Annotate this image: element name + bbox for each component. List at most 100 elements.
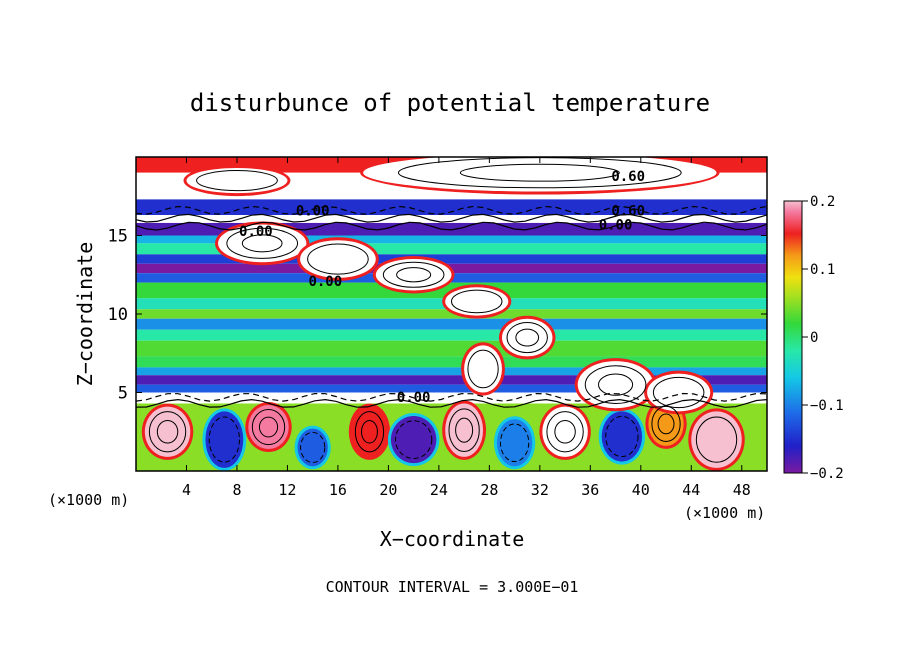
contour-label: 0.60	[611, 203, 645, 219]
contour-line	[136, 205, 767, 215]
field-cell	[647, 373, 711, 412]
contour-line	[554, 419, 576, 444]
contour-line	[451, 289, 503, 314]
contour-line	[208, 416, 240, 463]
x-tick-label: 28	[480, 481, 498, 499]
contour-line	[396, 267, 432, 283]
contour-line	[598, 373, 634, 396]
contour-label: 0.60	[611, 169, 645, 185]
field-cell	[390, 416, 437, 464]
contour-line	[651, 405, 681, 442]
colorbar-tick-label: 0	[810, 330, 818, 346]
field-band	[136, 199, 767, 216]
field-cell	[445, 403, 484, 457]
contour-line	[546, 411, 584, 453]
contour-line	[382, 261, 445, 288]
colorbar	[783, 200, 803, 474]
contour-line	[226, 227, 299, 259]
contour-line	[467, 349, 499, 389]
contour-line	[657, 413, 675, 435]
field-cell	[375, 259, 452, 291]
x-tick-label: 44	[682, 481, 700, 499]
x-tick-label: 16	[329, 481, 347, 499]
colorbar-ticks: 0.2 0.1 0 −0.1 −0.2	[802, 194, 844, 482]
contour-line	[584, 365, 647, 404]
x-tick-label: 20	[379, 481, 397, 499]
x-axis-label: X−coordinate	[380, 527, 525, 551]
field-band	[136, 243, 767, 255]
x-unit-left: (×1000 m)	[48, 491, 129, 509]
contour-label: 0.00	[239, 224, 273, 240]
contour-line	[136, 392, 767, 402]
field-band	[136, 384, 767, 393]
x-tick-label: 36	[581, 481, 599, 499]
contour-line	[241, 234, 283, 253]
x-tick-label: 8	[232, 481, 241, 499]
contour-line	[251, 408, 286, 446]
y-axis-label: Z−coordinate	[73, 242, 97, 387]
contour-line	[136, 221, 767, 231]
x-tick-label: 48	[733, 481, 751, 499]
contour-line	[148, 411, 187, 453]
field-band	[136, 392, 767, 404]
x-tick-label: 32	[531, 481, 549, 499]
contour-line	[361, 419, 378, 444]
plot-area	[136, 157, 767, 471]
x-tick-label: 24	[430, 481, 448, 499]
contour-line	[136, 213, 767, 223]
x-unit-right: (×1000 m)	[684, 504, 765, 522]
contour-lines	[136, 157, 767, 464]
contour-line	[196, 170, 278, 192]
y-tick-label: 5	[118, 384, 128, 404]
contour-line	[695, 416, 738, 463]
contour-line	[156, 419, 179, 444]
field-cell	[248, 405, 289, 450]
contour-line	[455, 417, 474, 443]
field-cell	[542, 406, 588, 457]
field-cell	[363, 157, 717, 192]
contour-line	[652, 376, 705, 409]
colorbar-tick-label: −0.1	[810, 398, 844, 414]
field-cell	[496, 419, 533, 467]
field-band	[136, 254, 767, 264]
contour-labels: 0.000.000.000.000.600.600.00	[239, 169, 645, 406]
field-cell	[577, 361, 654, 409]
field-cell	[144, 406, 191, 457]
y-tick-label: 15	[108, 227, 128, 247]
field-cell	[464, 345, 502, 393]
field-band	[136, 215, 767, 223]
contour-label: 0.00	[308, 274, 342, 290]
contour-line	[300, 431, 326, 464]
colorbar-tick-label: 0.2	[810, 194, 835, 210]
y-tick-label: 10	[108, 305, 128, 325]
field-band	[136, 309, 767, 319]
chart-title: disturbunce of potential temperature	[190, 89, 710, 117]
x-tick-label: 40	[632, 481, 650, 499]
contour-line	[354, 411, 385, 453]
contour-line	[499, 423, 530, 463]
colorbar-tick-label: 0.1	[810, 262, 835, 278]
field-band	[136, 329, 767, 341]
field-cell	[186, 167, 288, 194]
contour-line	[258, 416, 279, 438]
y-axis-ticks: 5 10 15	[108, 227, 767, 404]
field-cell	[300, 240, 376, 278]
x-tick-label: 4	[182, 481, 191, 499]
field-cell	[205, 411, 244, 468]
field-cell	[445, 287, 509, 316]
contour-line	[448, 408, 480, 453]
field-cell	[501, 318, 553, 357]
contour-label: 0.00	[296, 203, 330, 219]
contour-interval-text: CONTOUR INTERVAL = 3.000E−01	[326, 578, 579, 596]
field-band	[136, 367, 767, 376]
contour-label: 0.00	[397, 390, 431, 406]
contour-line	[307, 243, 369, 275]
field-band	[136, 340, 767, 357]
field-cell	[351, 406, 388, 457]
field-band	[136, 356, 767, 368]
field-band	[136, 375, 767, 385]
field-cell	[601, 411, 643, 462]
colorbar-tick-label: −0.2	[810, 466, 844, 482]
contour-line	[506, 321, 548, 354]
